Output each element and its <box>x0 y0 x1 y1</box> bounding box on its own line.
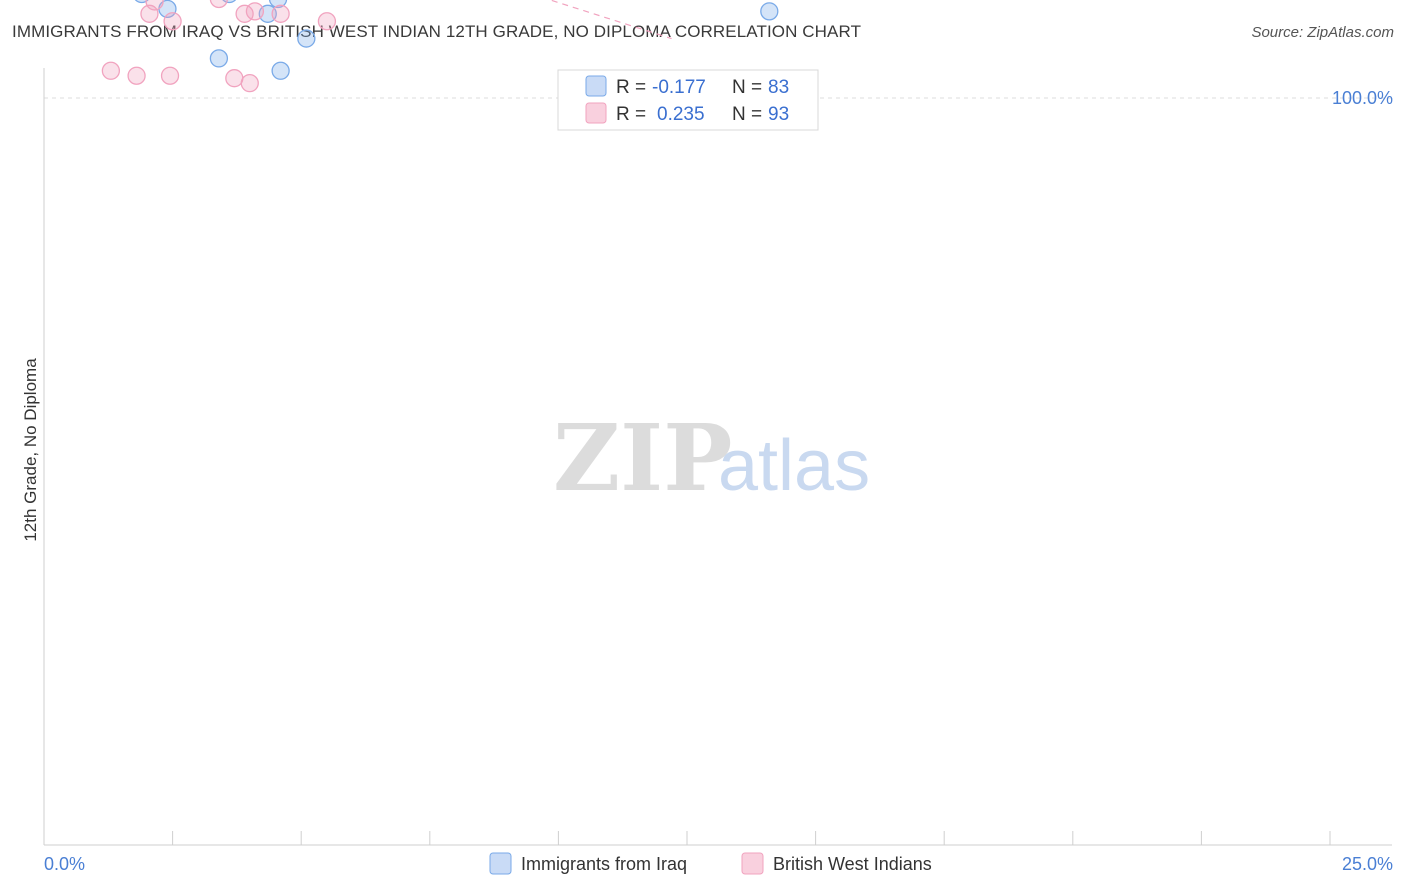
y-tick-label-0: 100.0% <box>1332 88 1393 108</box>
bwi-point-73 <box>271 4 290 23</box>
iraq-point-19 <box>134 0 149 4</box>
bwi-point-41 <box>145 0 164 11</box>
watermark: ZIP atlas <box>553 404 870 512</box>
bwi-point-81 <box>317 12 337 31</box>
source-label: Source: ZipAtlas.com <box>1251 24 1394 41</box>
bwi-point-48 <box>163 12 182 31</box>
legend: R = -0.177 N = 83 R = 0.235 N = 93 <box>557 69 819 131</box>
legend-n-value-iraq: 83 <box>768 77 789 98</box>
bottom-legend-swatch-bwi <box>741 852 764 875</box>
iraq-point-40 <box>209 49 229 68</box>
x-tick-label-1: 25.0% <box>1342 854 1393 874</box>
tick-labels: 100.0%92.5%85.0%77.5%0.0%25.0% <box>44 88 1393 874</box>
series-bwi-points <box>101 0 337 93</box>
series-iraq-points <box>134 0 779 80</box>
watermark-zip: ZIP <box>553 404 732 512</box>
bottom-legend-label-iraq: Immigrants from Iraq <box>521 854 687 874</box>
bwi-point-62 <box>209 0 228 9</box>
trend-line-bwi-extension <box>548 0 672 40</box>
legend-r-value-iraq: -0.177 <box>652 77 706 98</box>
bwi-point-24 <box>101 61 121 80</box>
legend-swatch-bwi <box>585 102 607 124</box>
legend-n-label-bwi: N = <box>732 104 762 125</box>
legend-r-label-bwi: R = <box>616 104 646 125</box>
legend-swatch-iraq <box>585 75 607 97</box>
bottom-legend: Immigrants from Iraq British West Indian… <box>489 852 932 875</box>
iraq-point-43 <box>222 0 237 4</box>
chart-title: IMMIGRANTS FROM IRAQ VS BRITISH WEST IND… <box>12 22 862 41</box>
legend-n-value-bwi: 93 <box>768 104 789 125</box>
legend-r-label-iraq: R = <box>616 77 646 98</box>
bwi-point-69 <box>240 73 259 93</box>
bwi-point-34 <box>127 66 146 85</box>
bwi-point-65 <box>225 69 244 88</box>
legend-r-value-bwi: 0.235 <box>657 104 705 125</box>
iraq-point-54 <box>271 61 290 80</box>
bwi-point-70 <box>245 2 265 21</box>
bottom-legend-label-bwi: British West Indians <box>773 854 932 874</box>
x-tick-label-0: 0.0% <box>44 854 85 874</box>
watermark-atlas: atlas <box>718 426 870 506</box>
trend-lines <box>548 0 672 40</box>
y-axis-label: 12th Grade, No Diploma <box>21 358 40 542</box>
legend-n-label-iraq: N = <box>732 77 762 98</box>
bottom-legend-swatch-iraq <box>489 852 512 875</box>
axes <box>43 68 1392 846</box>
bwi-point-47 <box>160 66 180 85</box>
iraq-point-70 <box>760 2 779 21</box>
iraq-point-57 <box>297 29 316 48</box>
